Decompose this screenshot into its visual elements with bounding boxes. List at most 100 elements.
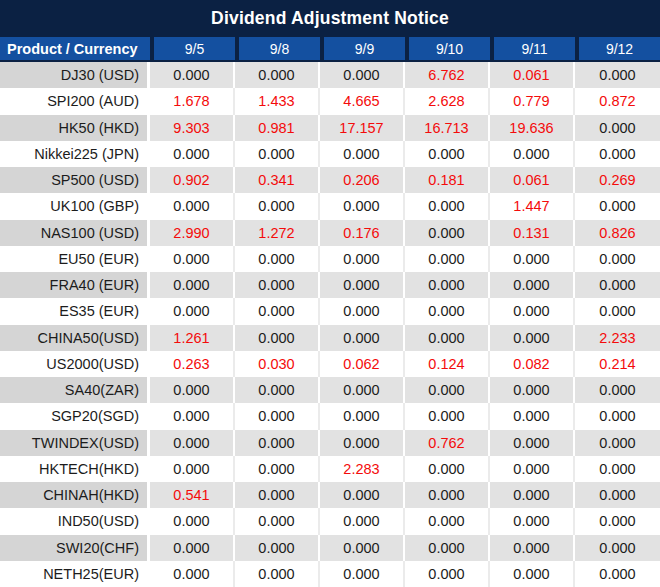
value-cell: 0.341 (235, 167, 320, 193)
value-cell: 0.000 (150, 62, 235, 88)
value-cell: 0.000 (320, 298, 405, 324)
value-cell: 0.000 (490, 508, 575, 534)
value-cell: 0.000 (320, 325, 405, 351)
value-cell: 0.000 (490, 430, 575, 456)
value-cell: 0.000 (405, 325, 490, 351)
value-cell: 0.000 (235, 482, 320, 508)
product-cell: UK100 (GBP) (0, 193, 150, 219)
value-cell: 1.272 (235, 220, 320, 246)
table-row: TWINDEX(USD)0.0000.0000.0000.7620.0000.0… (0, 430, 660, 456)
product-currency-header: Product / Currency (0, 37, 150, 60)
value-cell: 0.000 (235, 272, 320, 298)
product-cell: IND50(USD) (0, 508, 150, 534)
value-cell: 0.061 (490, 167, 575, 193)
value-cell: 0.000 (235, 193, 320, 219)
value-cell: 0.000 (405, 561, 490, 587)
value-cell: 0.000 (575, 403, 660, 429)
value-cell: 0.000 (405, 403, 490, 429)
table-row: FRA40 (EUR)0.0000.0000.0000.0000.0000.00… (0, 272, 660, 298)
value-cell: 0.000 (150, 246, 235, 272)
product-cell: CHINA50(USD) (0, 325, 150, 351)
value-cell: 0.181 (405, 167, 490, 193)
table-row: HK50 (HKD)9.3030.98117.15716.71319.6360.… (0, 115, 660, 141)
value-cell: 0.000 (575, 272, 660, 298)
value-cell: 0.000 (575, 246, 660, 272)
product-cell: NAS100 (USD) (0, 220, 150, 246)
value-cell: 0.000 (150, 141, 235, 167)
product-cell: CHINAH(HKD) (0, 482, 150, 508)
date-column-header: 9/10 (409, 37, 490, 60)
value-cell: 0.124 (405, 351, 490, 377)
product-cell: SPI200 (AUD) (0, 88, 150, 114)
value-cell: 0.000 (575, 115, 660, 141)
date-column-header: 9/5 (154, 37, 235, 60)
value-cell: 0.000 (235, 141, 320, 167)
product-cell: DJ30 (USD) (0, 62, 150, 88)
value-cell: 0.176 (320, 220, 405, 246)
product-cell: SGP20(SGD) (0, 403, 150, 429)
value-cell: 0.000 (320, 482, 405, 508)
product-cell: Nikkei225 (JPN) (0, 141, 150, 167)
value-cell: 0.000 (320, 272, 405, 298)
value-cell: 0.000 (320, 508, 405, 534)
value-cell: 0.000 (575, 561, 660, 587)
page-title: Dividend Adjustment Notice (211, 8, 449, 29)
value-cell: 9.303 (150, 115, 235, 141)
value-cell: 0.000 (490, 535, 575, 561)
value-cell: 0.000 (320, 141, 405, 167)
value-cell: 0.000 (490, 325, 575, 351)
value-cell: 0.000 (405, 193, 490, 219)
table-row: SWI20(CHF)0.0000.0000.0000.0000.0000.000 (0, 535, 660, 561)
value-cell: 0.000 (490, 403, 575, 429)
date-column-header: 9/11 (494, 37, 575, 60)
value-cell: 0.000 (490, 456, 575, 482)
value-cell: 0.000 (405, 246, 490, 272)
value-cell: 16.713 (405, 115, 490, 141)
value-cell: 0.872 (575, 88, 660, 114)
value-cell: 0.000 (575, 62, 660, 88)
value-cell: 0.000 (320, 561, 405, 587)
value-cell: 0.000 (575, 482, 660, 508)
table-row: SA40(ZAR)0.0000.0000.0000.0000.0000.000 (0, 377, 660, 403)
value-cell: 6.762 (405, 62, 490, 88)
date-column-header: 9/12 (579, 37, 660, 60)
value-cell: 0.000 (575, 535, 660, 561)
value-cell: 0.000 (235, 456, 320, 482)
value-cell: 0.000 (320, 377, 405, 403)
value-cell: 0.000 (235, 246, 320, 272)
value-cell: 0.000 (320, 246, 405, 272)
value-cell: 0.000 (405, 535, 490, 561)
value-cell: 17.157 (320, 115, 405, 141)
value-cell: 2.990 (150, 220, 235, 246)
title-bar: Dividend Adjustment Notice (0, 0, 660, 37)
value-cell: 0.000 (405, 141, 490, 167)
value-cell: 0.000 (150, 193, 235, 219)
product-cell: US2000(USD) (0, 351, 150, 377)
value-cell: 0.000 (575, 508, 660, 534)
product-cell: TWINDEX(USD) (0, 430, 150, 456)
product-cell: SA40(ZAR) (0, 377, 150, 403)
value-cell: 0.779 (490, 88, 575, 114)
value-cell: 0.000 (490, 246, 575, 272)
value-cell: 0.214 (575, 351, 660, 377)
product-cell: HKTECH(HKD) (0, 456, 150, 482)
value-cell: 1.433 (235, 88, 320, 114)
value-cell: 0.000 (235, 535, 320, 561)
table-row: US2000(USD)0.2630.0300.0620.1240.0820.21… (0, 351, 660, 377)
value-cell: 0.131 (490, 220, 575, 246)
value-cell: 1.678 (150, 88, 235, 114)
value-cell: 0.000 (490, 298, 575, 324)
date-column-header: 9/8 (239, 37, 320, 60)
value-cell: 0.000 (235, 298, 320, 324)
value-cell: 0.000 (235, 325, 320, 351)
table-row: SPI200 (AUD)1.6781.4334.6652.6280.7790.8… (0, 88, 660, 114)
value-cell: 0.000 (150, 456, 235, 482)
value-cell: 0.000 (150, 403, 235, 429)
value-cell: 0.826 (575, 220, 660, 246)
value-cell: 0.000 (150, 430, 235, 456)
value-cell: 0.000 (490, 377, 575, 403)
column-header-row: Product / Currency 9/59/89/99/109/119/12 (0, 37, 660, 62)
product-cell: SWI20(CHF) (0, 535, 150, 561)
value-cell: 0.000 (320, 430, 405, 456)
value-cell: 0.000 (150, 272, 235, 298)
